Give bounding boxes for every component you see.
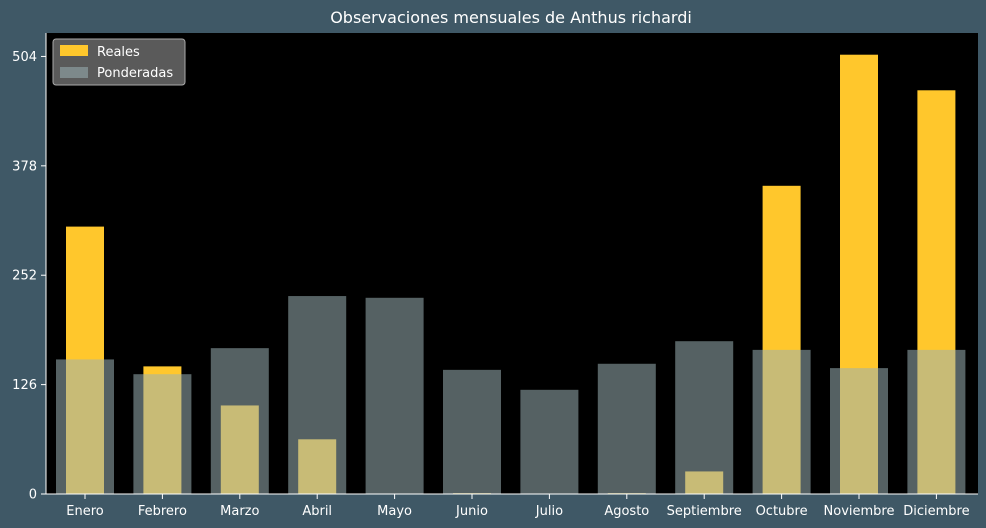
y-tick-label: 504 bbox=[12, 50, 37, 65]
x-tick-label-abril: Abril bbox=[302, 504, 332, 519]
legend-label-ponderadas: Ponderadas bbox=[97, 66, 173, 81]
x-tick-label-enero: Enero bbox=[66, 504, 104, 519]
legend-swatch-reales bbox=[60, 45, 88, 56]
bar-ponderadas-marzo bbox=[210, 348, 269, 494]
bar-ponderadas-agosto bbox=[597, 363, 656, 494]
x-tick-label-julio: Julio bbox=[535, 504, 563, 519]
bar-ponderadas-junio bbox=[443, 369, 501, 494]
bar-ponderadas-julio bbox=[520, 389, 579, 494]
legend: Reales Ponderadas bbox=[52, 38, 186, 86]
x-tick-label-diciembre: Diciembre bbox=[903, 504, 969, 519]
chart-title: Observaciones mensuales de Anthus richar… bbox=[330, 8, 692, 27]
bar-ponderadas-diciembre bbox=[907, 349, 966, 494]
x-tick-label-junio: Junio bbox=[455, 504, 488, 519]
legend-label-reales: Reales bbox=[97, 45, 140, 60]
x-tick-label-febrero: Febrero bbox=[138, 504, 187, 519]
x-tick-label-septiembre: Septiembre bbox=[667, 504, 742, 519]
bar-ponderadas-febrero bbox=[133, 374, 192, 494]
series-ponderadas bbox=[56, 296, 966, 494]
bar-ponderadas-abril bbox=[288, 296, 347, 494]
y-tick-label: 378 bbox=[12, 159, 37, 174]
plot-area bbox=[46, 33, 978, 494]
x-tick-label-mayo: Mayo bbox=[377, 504, 412, 519]
bar-ponderadas-septiembre bbox=[675, 341, 734, 494]
bar-ponderadas-noviembre bbox=[830, 368, 888, 494]
y-axis: 0 126 252 378 504 bbox=[12, 33, 47, 503]
x-tick-label-marzo: Marzo bbox=[220, 504, 259, 519]
y-tick-label: 126 bbox=[12, 378, 37, 393]
legend-swatch-ponderadas bbox=[60, 67, 88, 78]
x-tick-label-noviembre: Noviembre bbox=[824, 504, 895, 519]
x-tick-label-agosto: Agosto bbox=[604, 504, 649, 519]
x-tick-label-octubre: Octubre bbox=[756, 504, 808, 519]
bar-ponderadas-enero bbox=[56, 359, 114, 494]
bar-ponderadas-mayo bbox=[365, 297, 424, 494]
bar-ponderadas-octubre bbox=[752, 349, 811, 494]
x-axis: Enero Febrero Marzo Abril Mayo Junio Julio Agos… bbox=[46, 493, 978, 519]
y-tick-label: 252 bbox=[12, 269, 37, 284]
y-tick-label: 0 bbox=[29, 488, 37, 503]
